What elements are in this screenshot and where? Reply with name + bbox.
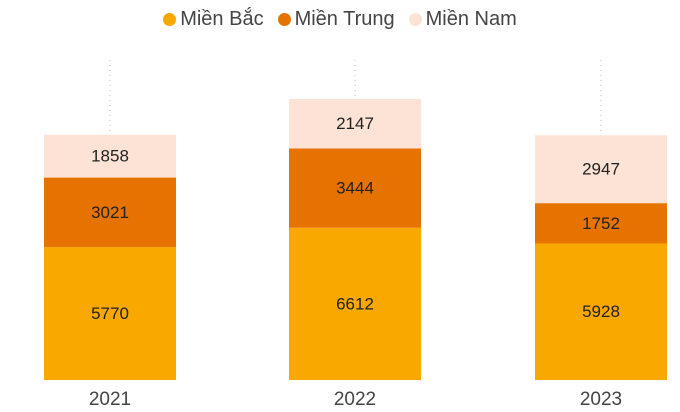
- data-label: 5770: [91, 304, 129, 323]
- legend-marker: [408, 13, 422, 26]
- bar-segment: [44, 134, 176, 178]
- legend-marker: [163, 13, 177, 26]
- legend: Miền Bắc Miền Trung Miền Nam: [0, 8, 680, 31]
- bar-segment: [289, 148, 421, 228]
- legend-label: Miền Bắc: [180, 8, 264, 30]
- legend-item: Miền Nam: [408, 8, 517, 31]
- data-label: 5928: [582, 302, 620, 321]
- bar-segment: [289, 227, 421, 380]
- data-label: 2147: [336, 114, 374, 133]
- bar-segment: [44, 247, 176, 380]
- legend-label: Miền Nam: [425, 8, 517, 30]
- bar-segment: [44, 177, 176, 248]
- x-tick-label: 2023: [580, 389, 622, 410]
- x-tick-label: 2021: [89, 389, 131, 410]
- data-label: 3444: [336, 179, 374, 198]
- x-tick-label: 2022: [334, 389, 376, 410]
- bar-segment: [289, 99, 421, 149]
- legend-marker: [277, 13, 291, 26]
- legend-item: Miền Bắc: [163, 8, 264, 31]
- data-label: 2947: [582, 160, 620, 179]
- legend-item: Miền Trung: [277, 8, 395, 31]
- bar-segment: [535, 243, 667, 380]
- data-label: 6612: [336, 294, 374, 313]
- data-label: 1752: [582, 214, 620, 233]
- bar-segment: [535, 135, 667, 204]
- bar-segment: [535, 203, 667, 244]
- data-label: 1858: [91, 147, 129, 166]
- data-label: 3021: [91, 203, 129, 222]
- legend-label: Miền Trung: [294, 8, 395, 30]
